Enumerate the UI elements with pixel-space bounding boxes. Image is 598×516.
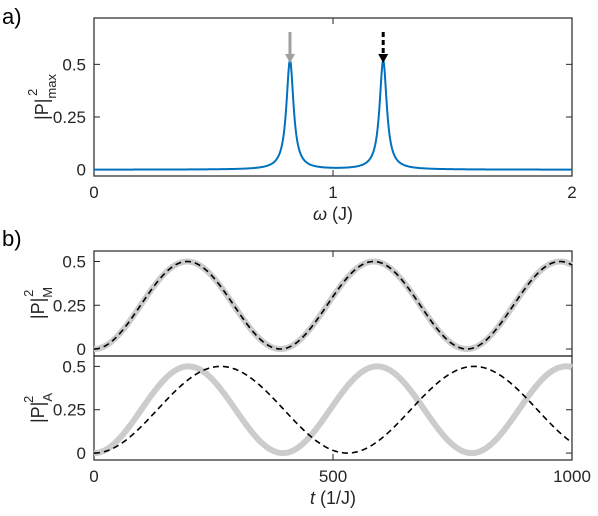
y-tick-label: 0.25 — [53, 108, 86, 127]
x-tick-label: 1 — [328, 183, 337, 202]
y-ticks-b-top: 0 0.25 0.5 — [53, 253, 572, 359]
x-axis-label-a: ω (J) — [313, 204, 353, 224]
series-line-dashed-black — [93, 260, 573, 350]
y-axis-label-a: |P|max2 — [25, 74, 59, 120]
series-line-solid-gray — [93, 258, 574, 353]
x-tick-label: 0 — [89, 183, 98, 202]
x-ticks-a: 0 1 2 — [89, 18, 577, 202]
x-axis-label-b: t (1/J) — [310, 488, 356, 508]
y-tick-label: 0.5 — [62, 253, 86, 272]
plot-frame-a — [93, 17, 573, 177]
plot-frame-b-top — [93, 250, 573, 357]
series-line-dashed-black — [93, 365, 573, 454]
y-tick-label: 0 — [77, 161, 86, 180]
y-ticks-a: 0 0.25 0.5 — [53, 55, 572, 180]
x-ticks-b: 0 500 1000 — [89, 251, 591, 486]
y-tick-label: 0.25 — [53, 401, 86, 420]
y-axis-label-b-top: |P|M2 — [21, 287, 55, 319]
y-tick-label: 0 — [77, 340, 86, 359]
dashed-arrow-icon — [378, 32, 389, 63]
x-tick-label: 1000 — [553, 467, 591, 486]
y-tick-label: 0.5 — [62, 357, 86, 376]
series-lines-b-bottom — [93, 363, 573, 457]
y-ticks-b-bottom: 0 0.25 0.5 — [53, 357, 572, 463]
peak-arrows — [284, 32, 389, 63]
y-axis-label-b-bottom: |P|A2 — [21, 393, 55, 423]
series-lines-b-top — [93, 258, 574, 353]
panel-label-b: b) — [2, 226, 22, 251]
x-tick-label: 0 — [89, 467, 98, 486]
y-tick-label: 0.5 — [62, 55, 86, 74]
panel-label-a: a) — [2, 4, 22, 29]
y-tick-label: 0.25 — [53, 296, 86, 315]
x-tick-label: 500 — [319, 467, 347, 486]
solid-arrow-icon — [284, 32, 295, 63]
series-line-spectrum — [94, 59, 572, 171]
series-line-solid-gray — [93, 363, 573, 457]
x-tick-label: 2 — [567, 183, 576, 202]
y-tick-label: 0 — [77, 444, 86, 463]
